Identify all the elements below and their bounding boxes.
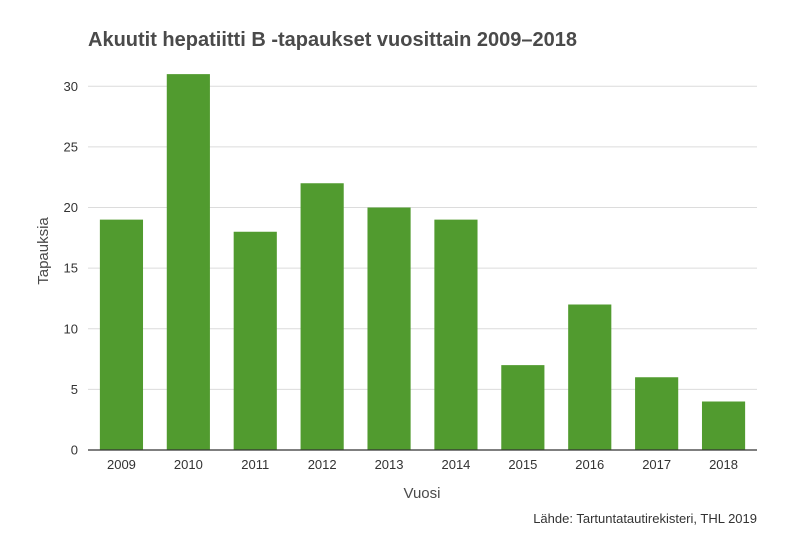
bar-2017[interactable]	[635, 377, 679, 450]
x-axis-title: Vuosi	[404, 485, 441, 502]
bar-2018[interactable]	[701, 401, 746, 451]
bar-2013[interactable]	[367, 207, 411, 451]
bar-2010[interactable]	[166, 74, 210, 450]
x-tick-label: 2017	[642, 457, 671, 472]
y-tick-label: 20	[64, 200, 78, 215]
y-tick-label: 15	[64, 261, 78, 276]
chart-title: Akuutit hepatiitti B -tapaukset vuositta…	[88, 29, 577, 51]
y-tick-label: 10	[64, 321, 78, 336]
bars	[99, 74, 746, 451]
y-tick-label: 25	[64, 139, 78, 154]
bar-2016[interactable]	[568, 304, 612, 451]
x-tick-label: 2012	[308, 457, 337, 472]
y-tick-label: 0	[71, 443, 78, 458]
x-tick-label: 2015	[508, 457, 537, 472]
bar-2011[interactable]	[233, 231, 277, 450]
source-note: Lähde: Tartuntatautirekisteri, THL 2019	[533, 511, 757, 526]
x-tick-label: 2010	[174, 457, 203, 472]
x-tick-label: 2013	[375, 457, 404, 472]
bar-2015[interactable]	[501, 365, 545, 450]
y-axis-title: Tapauksia	[35, 217, 52, 285]
x-tick-label: 2011	[241, 457, 269, 472]
y-axis-ticks: 0 5 10 15 20 25 30	[64, 79, 78, 458]
x-tick-label: 2014	[441, 457, 470, 472]
bar-2014[interactable]	[434, 219, 478, 450]
x-tick-label: 2018	[709, 457, 738, 472]
x-axis-ticks: 2009 2010 2011 2012 2013 2014 2015 2016 2017 2018	[107, 457, 738, 472]
y-tick-label: 5	[71, 382, 78, 397]
y-tick-label: 30	[64, 79, 78, 94]
bar-2012[interactable]	[300, 183, 344, 450]
bar-2009[interactable]	[99, 219, 144, 450]
x-tick-label: 2016	[575, 457, 604, 472]
x-tick-label: 2009	[107, 457, 136, 472]
